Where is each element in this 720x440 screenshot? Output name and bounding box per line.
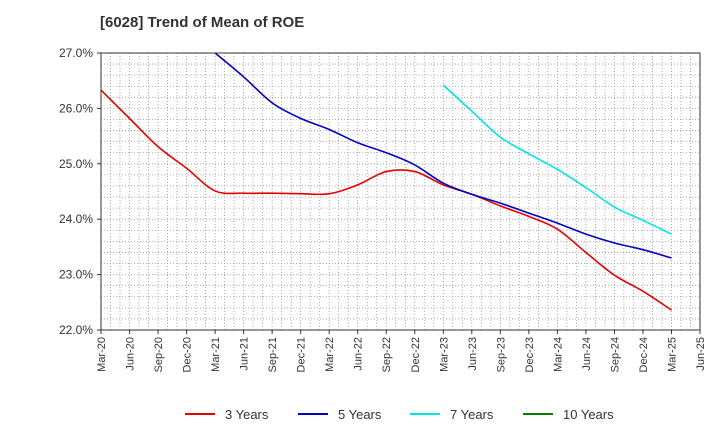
x-tick-label: Jun-24 xyxy=(581,337,593,371)
y-tick-label: 23.0% xyxy=(59,268,93,282)
x-tick-label: Dec-20 xyxy=(182,337,194,372)
y-tick-label: 27.0% xyxy=(59,46,93,60)
x-tick-label: Mar-20 xyxy=(96,337,108,372)
series-line-3-years xyxy=(100,89,672,311)
x-tick-label: Sep-24 xyxy=(609,337,621,372)
x-tick-label: Sep-21 xyxy=(267,337,279,372)
x-tick-label: Sep-22 xyxy=(381,337,393,372)
chart-title: [6028] Trend of Mean of ROE xyxy=(100,14,305,31)
x-axis-ticks: Mar-20 Jun-20 Sep-20 Dec-20 Mar-21 Jun-21 Sep-… xyxy=(96,330,707,372)
legend-label: 5 Years xyxy=(338,407,382,422)
x-tick-label: Dec-21 xyxy=(296,337,308,372)
x-tick-label: Jun-20 xyxy=(125,337,137,371)
x-tick-label: Jun-22 xyxy=(353,337,365,371)
plot-frame xyxy=(100,52,701,331)
legend: 3 Years 5 Years 7 Years 10 Years xyxy=(185,407,614,422)
x-tick-label: Mar-22 xyxy=(324,337,336,372)
series-lines xyxy=(100,52,672,311)
x-tick-label: Mar-21 xyxy=(210,337,222,372)
legend-label: 10 Years xyxy=(563,407,614,422)
grid xyxy=(101,52,700,330)
axes xyxy=(100,52,701,331)
x-tick-label: Dec-23 xyxy=(524,337,536,372)
series-line-7-years xyxy=(442,84,672,235)
y-tick-label: 24.0% xyxy=(59,212,93,226)
x-tick-label: Jun-23 xyxy=(467,337,479,371)
x-tick-label: Jun-21 xyxy=(239,337,251,371)
x-tick-label: Mar-24 xyxy=(552,337,564,372)
series-line-5-years xyxy=(214,52,672,259)
y-tick-label: 25.0% xyxy=(59,157,93,171)
legend-label: 3 Years xyxy=(225,407,269,422)
x-tick-label: Sep-20 xyxy=(153,337,165,372)
y-axis-ticks: 27.0% 26.0% 25.0% 24.0% 23.0% 22.0% xyxy=(59,46,101,337)
x-tick-label: Dec-24 xyxy=(638,337,650,372)
y-tick-label: 26.0% xyxy=(59,101,93,115)
y-tick-label: 22.0% xyxy=(59,323,93,337)
legend-label: 7 Years xyxy=(450,407,494,422)
x-tick-label: Jun-25 xyxy=(695,337,707,371)
plot-area xyxy=(101,53,700,330)
x-tick-label: Dec-22 xyxy=(410,337,422,372)
x-tick-label: Mar-23 xyxy=(438,337,450,372)
x-tick-label: Mar-25 xyxy=(666,337,678,372)
x-tick-label: Sep-23 xyxy=(495,337,507,372)
